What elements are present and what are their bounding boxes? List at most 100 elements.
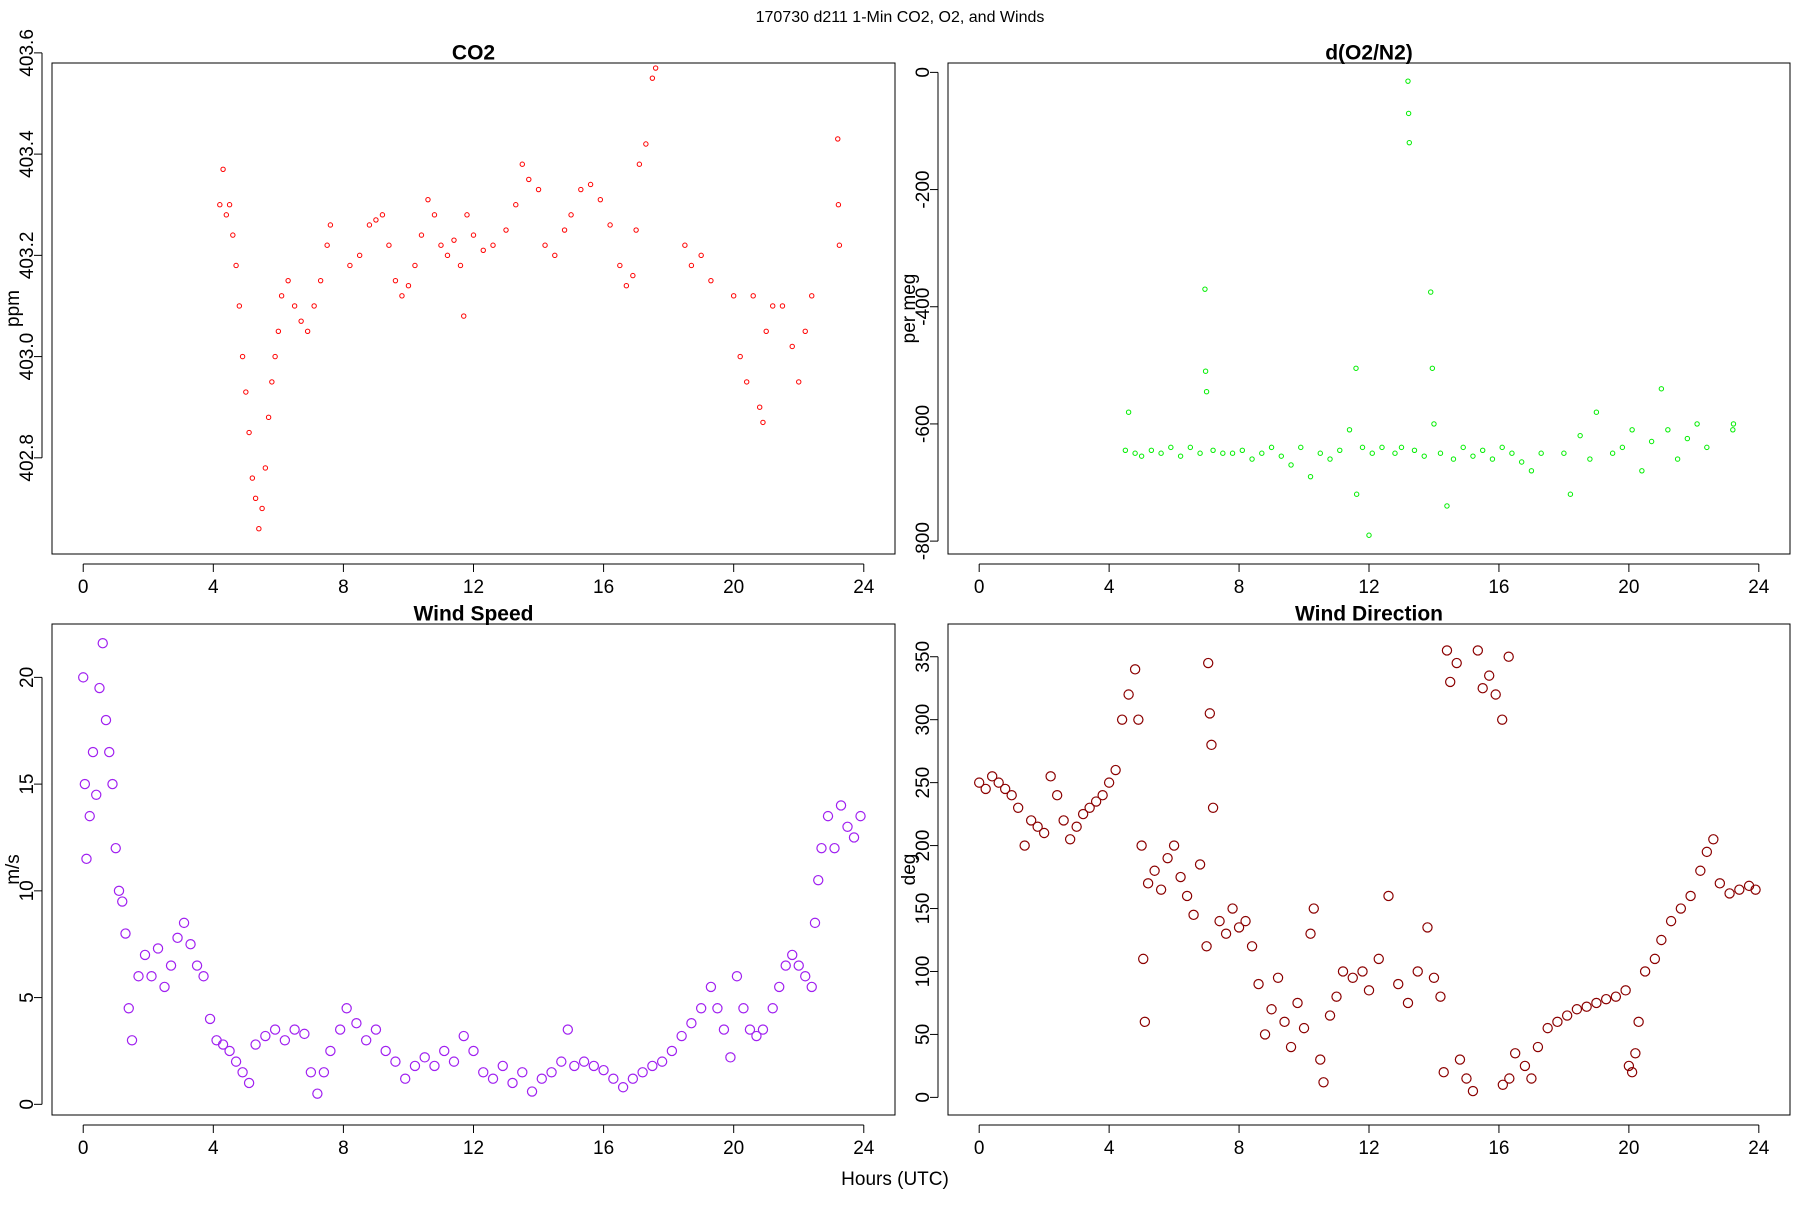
data-point — [552, 252, 558, 259]
data-point — [334, 1024, 346, 1035]
data-point — [1239, 447, 1246, 453]
data-point — [1116, 714, 1128, 725]
data-point — [1411, 447, 1418, 453]
data-point — [617, 262, 623, 269]
data-point — [239, 353, 246, 360]
data-point — [243, 389, 249, 395]
data-point — [1110, 764, 1121, 776]
data-point — [1477, 683, 1488, 694]
data-point — [1038, 827, 1050, 839]
data-point — [146, 971, 157, 982]
data-point — [1620, 985, 1631, 996]
data-point — [178, 917, 190, 929]
data-point — [97, 638, 108, 649]
data-point — [598, 1064, 609, 1076]
x-tick-label: 0 — [974, 577, 985, 598]
plot-frame — [51, 62, 896, 555]
data-point — [1373, 953, 1384, 965]
data-point — [1393, 978, 1404, 990]
data-point — [1181, 890, 1193, 902]
data-point — [113, 885, 125, 897]
data-point — [1090, 796, 1102, 807]
data-point — [1684, 435, 1691, 442]
data-point — [1623, 1060, 1635, 1072]
data-point — [1538, 450, 1544, 456]
x-tick-label: 8 — [338, 1138, 349, 1159]
data-point — [607, 222, 613, 228]
plot-frame — [947, 62, 1791, 555]
data-point — [1292, 997, 1303, 1009]
data-point — [139, 949, 151, 961]
x-tick-label: 0 — [974, 1138, 985, 1159]
data-point — [269, 379, 275, 385]
data-point — [1168, 840, 1180, 851]
data-point — [1542, 1022, 1553, 1034]
data-point — [1220, 928, 1232, 939]
data-point — [1504, 1073, 1515, 1084]
data-point — [1497, 1079, 1509, 1090]
data-point — [517, 1067, 528, 1078]
data-point — [767, 1003, 778, 1014]
data-point — [526, 1086, 538, 1097]
data-point — [1610, 991, 1622, 1002]
data-point — [464, 212, 470, 218]
data-point — [1490, 689, 1501, 700]
plot-frame — [51, 623, 896, 1116]
data-point — [1259, 1029, 1271, 1040]
data-point — [230, 1056, 242, 1067]
data-point — [438, 242, 444, 248]
data-point — [569, 1060, 580, 1072]
data-point — [487, 1073, 499, 1084]
data-point — [1324, 1010, 1336, 1021]
x-tick-label: 4 — [208, 577, 219, 598]
data-point — [217, 1039, 229, 1050]
data-point — [744, 1024, 756, 1035]
data-point — [311, 303, 317, 309]
data-point — [419, 1052, 430, 1063]
data-point — [249, 475, 256, 481]
data-point — [737, 353, 743, 360]
data-point — [451, 237, 457, 243]
data-point — [813, 874, 824, 886]
data-point — [223, 212, 230, 218]
data-point — [226, 202, 233, 208]
data-point — [1233, 922, 1245, 933]
data-point — [439, 1045, 450, 1057]
data-point — [1552, 1016, 1563, 1028]
data-point — [980, 783, 991, 795]
data-point — [1122, 447, 1129, 453]
data-point — [1472, 645, 1484, 656]
data-point — [835, 202, 842, 208]
data-point — [1214, 915, 1225, 927]
data-point — [636, 161, 643, 167]
panel-title: Wind Speed — [414, 603, 534, 626]
data-point — [1177, 453, 1184, 459]
data-point — [120, 928, 131, 939]
data-point — [1337, 966, 1349, 977]
data-point — [1405, 110, 1412, 117]
data-point — [986, 771, 998, 782]
data-point — [1383, 890, 1394, 902]
data-point — [278, 293, 285, 299]
data-point — [1204, 708, 1216, 719]
data-point — [526, 176, 532, 183]
data-point — [712, 1003, 723, 1014]
data-point — [94, 682, 105, 694]
data-point — [1249, 456, 1255, 462]
data-point — [643, 141, 649, 147]
y-axis-label: m/s — [3, 854, 24, 885]
y-tick-label: 20 — [17, 667, 38, 688]
data-point — [1451, 657, 1462, 669]
data-point — [1317, 450, 1323, 456]
data-point — [708, 277, 714, 284]
x-tick-label: 12 — [1358, 1138, 1379, 1159]
data-point — [250, 1039, 261, 1050]
data-point — [1142, 878, 1154, 889]
x-tick-label: 20 — [723, 1138, 744, 1159]
data-point — [224, 1045, 235, 1057]
data-point — [291, 303, 298, 309]
data-point — [1266, 1004, 1277, 1015]
data-point — [1084, 802, 1095, 814]
